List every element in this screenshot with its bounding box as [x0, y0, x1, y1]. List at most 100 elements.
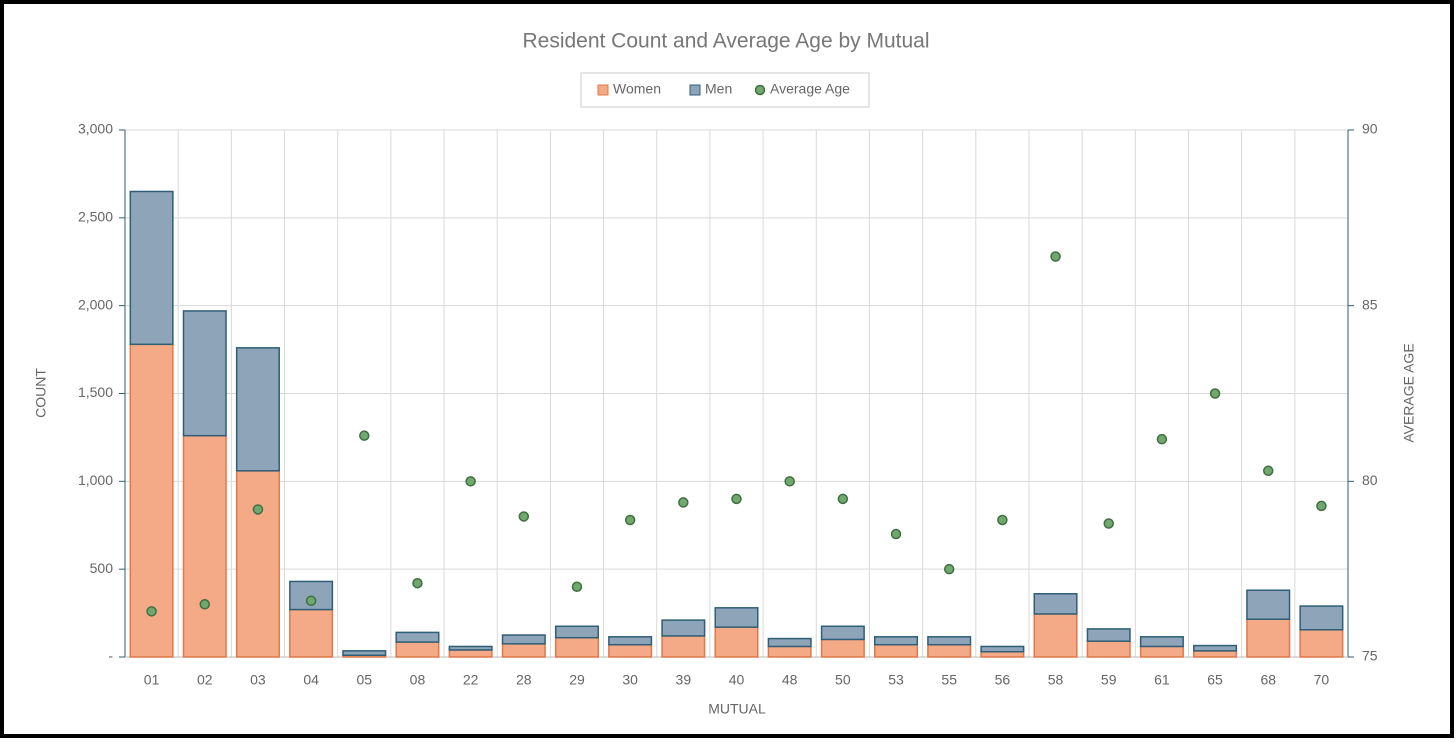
bar-segment — [395, 631, 440, 643]
x-tick-label: 61 — [1154, 672, 1170, 688]
x-tick-label: 58 — [1048, 672, 1064, 688]
age-dot — [837, 493, 849, 505]
bar-segment — [661, 619, 706, 637]
x-tick-label: 30 — [622, 672, 638, 688]
bar-segment — [767, 637, 812, 648]
legend-swatch — [597, 84, 609, 96]
age-dot — [784, 476, 795, 487]
age-dot — [571, 581, 583, 592]
bar-segment — [874, 636, 919, 646]
y2-tick-label: 75 — [1362, 648, 1378, 664]
x-tick-label: 55 — [941, 672, 957, 688]
age-dot — [199, 599, 211, 610]
bar-segment — [448, 645, 493, 651]
y2-axis-title: AVERAGE AGE — [1401, 343, 1417, 442]
bar-segment — [395, 641, 440, 658]
bar-segment — [820, 625, 865, 641]
age-dot — [1050, 251, 1061, 262]
bar-segment — [1033, 593, 1078, 615]
bar-segment — [182, 310, 227, 437]
x-tick-label: 53 — [888, 672, 904, 688]
bar-segment — [1193, 644, 1238, 652]
legend-box — [580, 72, 870, 108]
y-tick-label: 500 — [90, 560, 114, 576]
bar-segment — [661, 635, 706, 658]
y2-tick-label: 80 — [1362, 472, 1378, 488]
x-tick-label: 04 — [303, 672, 319, 688]
y-tick-label: 2,000 — [78, 296, 113, 312]
bar-segment — [554, 625, 599, 639]
legend-label: Women — [613, 81, 661, 97]
bar-segment — [820, 638, 865, 658]
age-dot — [624, 514, 636, 526]
bar-segment — [289, 608, 334, 658]
x-tick-label: 05 — [356, 672, 372, 688]
age-dot — [252, 504, 264, 515]
y-tick-label: - — [108, 648, 113, 664]
bar-segment — [714, 607, 759, 628]
bar-segment — [767, 645, 812, 658]
legend-label: Men — [705, 81, 732, 97]
y2-tick-label: 85 — [1362, 296, 1378, 312]
age-dot — [1103, 518, 1114, 529]
age-dot — [731, 493, 742, 505]
legend-label: Average Age — [770, 81, 850, 97]
age-dot — [1262, 465, 1274, 477]
bar-segment — [129, 343, 174, 658]
y-axis-title: COUNT — [33, 368, 49, 418]
age-dot — [997, 514, 1008, 526]
bar-segment — [608, 643, 653, 658]
bar-segment — [448, 649, 493, 658]
x-tick-label: 59 — [1101, 672, 1117, 688]
bar-segment — [342, 650, 387, 656]
x-tick-label: 39 — [676, 672, 692, 688]
bar-segment — [1139, 636, 1184, 648]
bar-segment — [182, 434, 227, 658]
bar-segment — [927, 643, 972, 658]
x-tick-label: 22 — [463, 672, 479, 688]
x-axis-title: MUTUAL — [708, 701, 766, 717]
age-dot — [412, 577, 423, 589]
bar-segment — [608, 636, 653, 646]
x-tick-label: 65 — [1207, 672, 1223, 688]
age-dot — [305, 595, 317, 607]
age-dot — [518, 511, 530, 522]
bar-segment — [1139, 645, 1184, 658]
legend-marker — [754, 84, 766, 96]
bar-segment — [927, 636, 972, 646]
age-dot — [359, 430, 370, 441]
bar-segment — [501, 643, 546, 658]
bar-segment — [980, 650, 1025, 658]
age-dot — [943, 563, 955, 575]
chart-title: Resident Count and Average Age by Mutual — [522, 30, 929, 53]
x-tick-label: 48 — [782, 672, 798, 688]
y-tick-label: 1,500 — [78, 384, 113, 400]
age-dot — [678, 497, 689, 508]
x-tick-label: 70 — [1314, 672, 1330, 688]
age-dot — [890, 528, 902, 540]
bar-segment — [980, 645, 1025, 653]
bar-segment — [554, 636, 599, 658]
legend-swatch — [689, 84, 701, 96]
bar-segment — [235, 470, 280, 658]
x-tick-label: 68 — [1260, 672, 1276, 688]
bar-segment — [874, 643, 919, 658]
x-tick-label: 56 — [995, 672, 1011, 688]
x-tick-label: 29 — [569, 672, 585, 688]
bar-segment — [1246, 589, 1291, 620]
bar-segment — [1086, 640, 1131, 658]
y-tick-label: 3,000 — [78, 121, 113, 137]
age-dot — [1316, 500, 1327, 512]
bar-segment — [1193, 650, 1238, 658]
age-dot — [465, 476, 476, 487]
bar-segment — [1086, 628, 1131, 642]
bar-segment — [235, 347, 280, 472]
bar-segment — [501, 634, 546, 645]
x-tick-label: 40 — [729, 672, 745, 688]
age-dot — [1156, 433, 1168, 445]
bar-segment — [1299, 605, 1344, 631]
x-tick-label: 01 — [144, 672, 160, 688]
x-tick-label: 08 — [410, 672, 426, 688]
